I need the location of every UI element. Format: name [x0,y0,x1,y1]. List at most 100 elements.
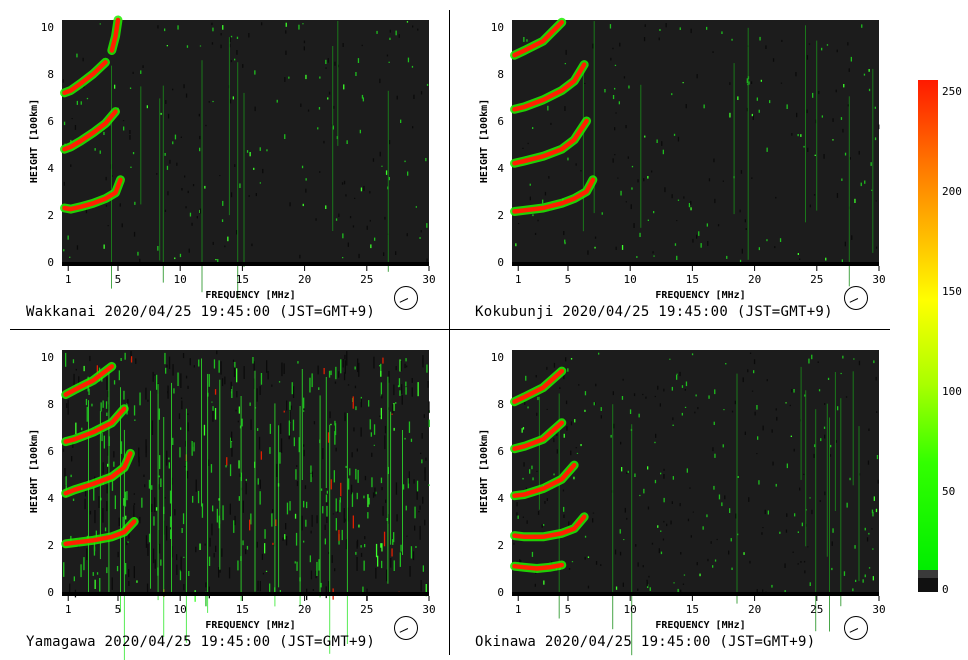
noise-mark [208,101,210,103]
noise-mark [524,401,526,405]
noise-mark [294,561,296,564]
noise-mark [513,542,515,545]
noise-mark [706,26,708,30]
noise-mark [392,539,394,545]
noise-mark [288,433,290,440]
noise-mark [425,457,427,461]
noise-mark [851,235,853,240]
noise-mark [305,519,307,527]
noise-mark [185,375,188,379]
noise-mark [645,396,647,399]
noise-mark [260,373,263,385]
noise-mark [364,544,366,548]
noise-mark [404,363,406,369]
noise-mark [625,125,627,129]
interference-line [815,409,817,632]
noise-mark [168,356,171,369]
noise-mark [571,561,574,563]
noise-mark [154,497,156,513]
interference-line [88,400,89,595]
noise-mark [294,513,297,519]
y-tick-label: 6 [47,115,54,128]
noise-mark [809,204,811,208]
noise-mark [772,58,775,62]
noise-mark [863,73,866,76]
noise-mark [803,560,806,563]
noise-mark [407,478,409,489]
noise-mark [412,25,414,28]
noise-mark [137,251,139,256]
noise-mark [355,72,357,76]
noise-mark [817,361,819,363]
x-tick-label: 20 [748,273,761,286]
noise-mark [328,581,330,594]
interference-line [140,86,142,205]
noise-mark [320,488,323,491]
noise-mark [753,370,755,374]
noise-mark [415,546,417,548]
noise-mark [293,437,295,447]
noise-mark [419,525,421,540]
noise-mark [259,182,261,184]
noise-mark [208,374,210,387]
noise-mark [687,518,690,522]
noise-mark [174,134,177,140]
noise-mark [337,64,339,68]
noise-mark [229,464,232,477]
noise-mark [172,437,174,445]
noise-mark [573,476,575,480]
noise-mark [145,387,147,400]
noise-mark [253,361,255,371]
noise-mark [793,448,795,452]
y-tick-label: 2 [497,539,504,552]
noise-mark [389,37,391,40]
noise-mark [421,433,423,439]
noise-mark [868,567,871,569]
noise-mark [850,56,852,62]
noise-mark [285,50,287,55]
interference-line [872,68,874,253]
interference-line [387,90,389,272]
noise-mark [239,425,242,429]
noise-mark [105,204,108,207]
noise-mark [803,145,805,148]
noise-mark [210,464,213,473]
noise-mark [874,137,877,141]
echo-trace [512,177,596,214]
noise-mark [761,532,763,535]
noise-mark [801,522,803,527]
noise-mark [396,514,398,522]
noise-mark [370,244,372,249]
noise-mark [205,124,207,127]
noise-mark [679,27,681,30]
noise-mark [344,360,346,374]
noise-mark [361,94,364,99]
noise-mark [360,552,363,557]
noise-mark [620,441,622,445]
noise-mark [707,558,709,562]
noise-mark [343,372,346,381]
noise-mark [178,413,181,419]
noise-mark [626,517,628,520]
noise-mark [541,524,543,528]
noise-mark [745,228,747,230]
noise-mark [145,535,148,548]
noise-mark [710,541,712,544]
noise-mark [138,447,140,463]
noise-mark [559,387,561,389]
ionogram-panel-okinawa: 1 5 10 15 20 25 30 0 2 4 6 8 10 FREQUENCY [MHz] HEIGHT… [450,330,899,660]
noise-mark [278,381,281,383]
noise-mark [547,105,549,111]
noise-mark [623,539,625,541]
noise-mark [224,376,226,385]
noise-mark [823,426,826,429]
noise-mark [289,202,291,207]
noise-mark [636,256,638,258]
noise-mark [84,489,87,497]
noise-mark [521,428,523,433]
noise-mark [680,552,682,555]
noise-mark [220,361,222,375]
noise-mark [325,59,327,64]
noise-mark [363,560,365,571]
noise-mark [684,388,686,391]
